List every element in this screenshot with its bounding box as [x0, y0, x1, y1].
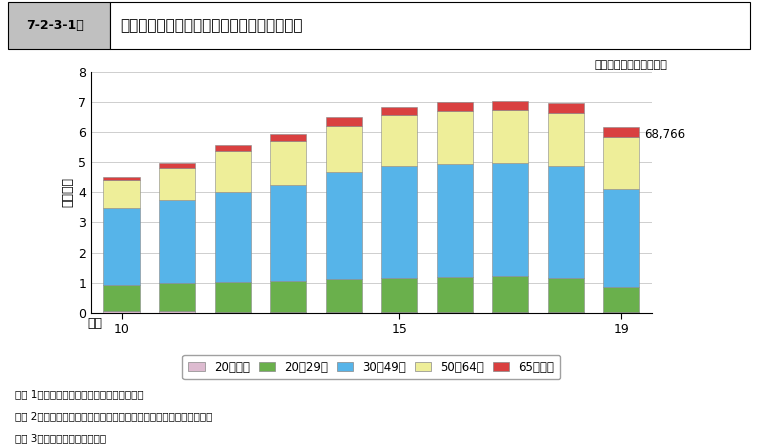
Text: 地方裁判所における年齢層別有罪人員の推移: 地方裁判所における年齢層別有罪人員の推移	[120, 18, 302, 33]
Text: 68,766: 68,766	[644, 128, 685, 141]
Bar	[381, 166, 417, 278]
Bar	[326, 118, 362, 126]
Bar	[103, 285, 139, 312]
Bar	[103, 180, 139, 208]
Y-axis label: （万人）: （万人）	[61, 177, 74, 207]
Bar	[8, 2, 110, 49]
Bar	[326, 126, 362, 172]
Bar	[437, 277, 473, 312]
Bar	[492, 110, 528, 163]
Bar	[381, 106, 417, 115]
Bar	[603, 287, 640, 312]
Text: 平成: 平成	[87, 317, 102, 330]
Bar	[603, 127, 640, 137]
Bar	[603, 190, 640, 287]
Bar	[159, 163, 195, 168]
Bar	[215, 283, 251, 312]
Bar	[603, 312, 640, 313]
Text: 3　年齢不詳の者を除く。: 3 年齢不詳の者を除く。	[15, 434, 106, 443]
Bar	[492, 101, 528, 110]
Bar	[492, 312, 528, 313]
Bar	[270, 141, 306, 185]
Bar	[270, 185, 306, 281]
Bar	[548, 103, 584, 113]
Bar	[110, 2, 750, 49]
Bar	[270, 134, 306, 141]
Bar	[159, 283, 195, 312]
Bar	[215, 151, 251, 192]
Text: 2　平成１０年は行為時年齢，１１年以降は終局時年齢による。: 2 平成１０年は行為時年齢，１１年以降は終局時年齢による。	[15, 411, 212, 421]
Bar	[437, 164, 473, 277]
Bar	[215, 192, 251, 283]
Bar	[548, 113, 584, 166]
Bar	[103, 208, 139, 285]
Bar	[326, 279, 362, 312]
Bar	[548, 166, 584, 278]
Bar	[437, 102, 473, 111]
Bar	[159, 200, 195, 283]
Bar	[603, 137, 640, 190]
Bar	[270, 312, 306, 313]
Bar	[270, 281, 306, 312]
Bar	[215, 312, 251, 313]
Bar	[103, 177, 139, 180]
Legend: 20歳未満, 20～29歳, 30～49歳, 50～64歳, 65歳以上: 20歳未満, 20～29歳, 30～49歳, 50～64歳, 65歳以上	[183, 354, 560, 380]
Bar	[215, 144, 251, 151]
Text: （平成１０年～１９年）: （平成１０年～１９年）	[594, 60, 667, 70]
Bar	[326, 172, 362, 279]
Text: 注　 1　最高裁判所事務総局の資料による。: 注 1 最高裁判所事務総局の資料による。	[15, 389, 144, 399]
Bar	[326, 312, 362, 313]
Bar	[103, 312, 139, 313]
Bar	[492, 276, 528, 312]
Bar	[437, 111, 473, 164]
Bar	[159, 312, 195, 313]
Bar	[381, 312, 417, 313]
Bar	[381, 115, 417, 166]
Bar	[548, 312, 584, 313]
Bar	[437, 312, 473, 313]
Bar	[492, 163, 528, 276]
Bar	[548, 278, 584, 312]
Bar	[381, 278, 417, 312]
Bar	[159, 168, 195, 200]
Text: 7-2-3-1図: 7-2-3-1図	[27, 19, 84, 32]
